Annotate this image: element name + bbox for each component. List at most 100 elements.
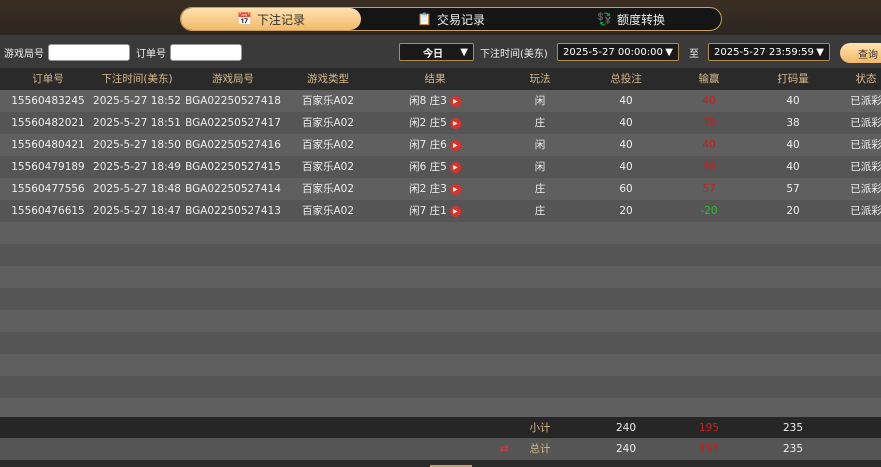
- cell-1: 2025-5-27 18:51: [93, 112, 181, 134]
- cell-text: 百家乐A02: [301, 117, 355, 129]
- refresh-icon[interactable]: ⇄: [499, 443, 509, 455]
- chevron-down-icon: ▼: [665, 46, 673, 58]
- cell-0: 15560482021: [11, 112, 85, 134]
- cell-text: 百家乐A02: [301, 139, 355, 151]
- game-no-label: 游戏局号: [4, 48, 44, 60]
- query-button[interactable]: 查询: [840, 43, 881, 63]
- cell-text: 15560476615: [11, 205, 85, 217]
- cell-0: 15560483245: [11, 90, 85, 112]
- cell-0: 15560477556: [11, 178, 85, 200]
- order-no-input[interactable]: [170, 43, 242, 61]
- play-replay-icon[interactable]: ▶: [449, 205, 461, 217]
- footer: [0, 460, 881, 467]
- cell-text: 40: [619, 161, 633, 173]
- time-label: 下注时间(美东): [480, 48, 548, 60]
- cell-3: 百家乐A02: [302, 134, 354, 156]
- cell-text: 40: [619, 139, 633, 151]
- total-valid: 235: [782, 443, 804, 455]
- cell-text: 15560479189: [11, 161, 85, 173]
- subtotal-row: 小计 240 195 235: [0, 417, 881, 439]
- cell-5: 庄: [535, 178, 546, 200]
- cell-text: 已派彩: [850, 161, 881, 173]
- cell-text: 2025-5-27 18:50: [93, 139, 181, 151]
- cell-3: 百家乐A02: [302, 200, 354, 222]
- subtotal-win: 195: [698, 422, 720, 434]
- column-header: 打码量: [777, 73, 809, 85]
- filter-bar: 游戏局号 订单号 今日 ▼ 下注时间(美东) 2025-5-27 00:00:00…: [0, 38, 881, 66]
- end-time-select[interactable]: 2025-5-27 23:59:59 ▼: [708, 43, 830, 61]
- cell-5: 闲: [535, 134, 546, 156]
- cell-text: 已派彩: [850, 95, 881, 107]
- cell-9: 已派彩: [850, 178, 881, 200]
- cell-5: 庄: [535, 112, 546, 134]
- pager-indicator[interactable]: [430, 465, 472, 467]
- play-replay-icon[interactable]: ▶: [449, 161, 461, 173]
- cell-text: 40: [702, 139, 716, 151]
- cell-9: 已派彩: [850, 112, 881, 134]
- cell-text: 百家乐A02: [301, 161, 355, 173]
- column-header: 订单号: [32, 73, 64, 85]
- cell-text: 20: [619, 205, 633, 217]
- cell-8: 38: [786, 112, 799, 134]
- cell-text: 已派彩: [850, 205, 881, 217]
- cell-text: 闲: [534, 95, 546, 107]
- table-row: [0, 288, 881, 310]
- total-row: 总计 240 195 235 ⇄: [0, 438, 881, 460]
- cell-3: 百家乐A02: [302, 112, 354, 134]
- cell-text: 百家乐A02: [301, 183, 355, 195]
- cell-1: 2025-5-27 18:50: [93, 134, 181, 156]
- cell-4: 闲2 庄5 ▶: [409, 112, 461, 134]
- play-replay-icon[interactable]: ▶: [449, 183, 461, 195]
- cell-5: 庄: [535, 200, 546, 222]
- cell-text: 40: [786, 139, 800, 151]
- cell-text: 57: [786, 183, 800, 195]
- cell-2: BGA02250527418: [185, 90, 281, 112]
- play-replay-icon[interactable]: ▶: [449, 117, 461, 129]
- column-header: 结果: [424, 73, 446, 85]
- cell-text: 已派彩: [850, 183, 881, 195]
- table-row: [0, 398, 881, 420]
- subtotal-label: 小计: [529, 422, 551, 434]
- cell-6: 40: [619, 90, 632, 112]
- tab-transaction-records[interactable]: 📋 交易记录: [417, 12, 485, 27]
- cell-text: 闲7 庄1: [409, 205, 447, 217]
- cell-text: 40: [619, 95, 633, 107]
- tab-credit-transfer[interactable]: 💱 额度转换: [597, 12, 665, 27]
- cell-text: 40: [619, 117, 633, 129]
- cell-text: 庄: [534, 205, 546, 217]
- play-replay-icon[interactable]: ▶: [449, 95, 461, 107]
- range-select[interactable]: 今日 ▼: [399, 43, 474, 61]
- cell-9: 已派彩: [850, 134, 881, 156]
- table-row: 15560477556 2025-5-27 18:48 BGA02250527414…: [0, 178, 881, 200]
- table-row: [0, 222, 881, 244]
- cell-text: 40: [702, 95, 716, 107]
- table-row: 15560482021 2025-5-27 18:51 BGA02250527417…: [0, 112, 881, 134]
- cell-6: 40: [619, 156, 632, 178]
- cell-text: BGA02250527413: [185, 205, 281, 217]
- cell-2: BGA02250527415: [185, 156, 281, 178]
- cell-text: 闲2 庄3: [409, 183, 447, 195]
- table-row: 15560479189 2025-5-27 18:49 BGA02250527415…: [0, 156, 881, 178]
- cell-text: 15560477556: [11, 183, 85, 195]
- chevron-down-icon: ▼: [816, 46, 824, 58]
- column-header: 输赢: [698, 73, 720, 85]
- play-replay-icon[interactable]: ▶: [449, 139, 461, 151]
- game-no-input[interactable]: [48, 43, 130, 61]
- cell-7: 40: [702, 156, 715, 178]
- table-row: 15560476615 2025-5-27 18:47 BGA02250527413…: [0, 200, 881, 222]
- cell-0: 15560479189: [11, 156, 85, 178]
- total-bet: 240: [615, 443, 637, 455]
- cell-5: 闲: [535, 156, 546, 178]
- cell-text: BGA02250527416: [185, 139, 281, 151]
- cell-text: 百家乐A02: [301, 205, 355, 217]
- cell-6: 60: [619, 178, 632, 200]
- cell-2: BGA02250527413: [185, 200, 281, 222]
- table-header: 订单号 下注时间(美东) 游戏局号 游戏类型 结果 玩法 总投注 输赢 打码量 状态: [0, 68, 881, 90]
- cell-text: 2025-5-27 18:49: [93, 161, 181, 173]
- column-header: 下注时间(美东): [101, 73, 173, 85]
- column-header: 总投注: [610, 73, 642, 85]
- tab-bet-records[interactable]: 📅 下注记录: [181, 8, 361, 30]
- start-time-select[interactable]: 2025-5-27 00:00:00 ▼: [557, 43, 679, 61]
- cell-1: 2025-5-27 18:49: [93, 156, 181, 178]
- cell-5: 闲: [535, 90, 546, 112]
